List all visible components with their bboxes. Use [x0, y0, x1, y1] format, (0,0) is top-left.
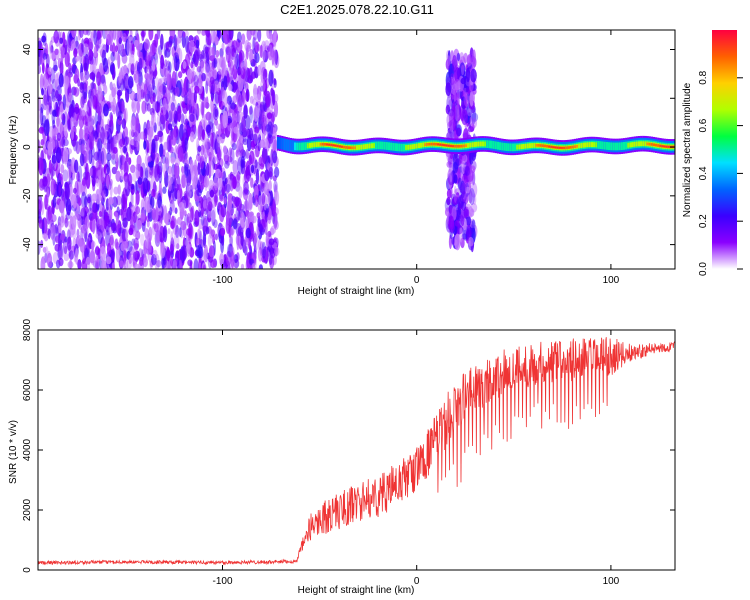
- colorbar-tick-label: 0.2: [698, 214, 709, 228]
- spectrogram-panel: -100 0 100 -40 -20 0 20 40 Height of straight …: [8, 29, 676, 297]
- colorbar-tick-label: 0.8: [698, 70, 709, 84]
- snr-x-axis-label: Height of straight line (km): [298, 585, 415, 596]
- spectrogram-frame: [37, 29, 676, 270]
- y-tick-label: 20: [22, 92, 33, 104]
- broadband-noise-region: [38, 30, 280, 269]
- colorbar-tick-label: 0.6: [698, 118, 709, 132]
- snr-y-axis-label: SNR (10 * v/v): [8, 420, 19, 484]
- snr-plot-area: [38, 337, 675, 566]
- colorbar-tick-label: 0.0: [698, 262, 709, 276]
- colorbar: 0.0 0.2 0.4 0.6 0.8 Normalized spectral ampl…: [682, 30, 743, 276]
- colorbar-label: Normalized spectral amplitude: [682, 82, 693, 217]
- x-tick-label: -100: [212, 576, 232, 587]
- y-tick-label: 8000: [22, 318, 33, 341]
- y-tick-label: 4000: [22, 438, 33, 461]
- snr-y-ticks: 0 2000 4000 6000 8000: [22, 318, 675, 573]
- spectrogram-y-axis-label: Frequency (Hz): [8, 116, 19, 185]
- signal-band-region: [276, 135, 675, 156]
- spectrogram-y-ticks: -40 -20 0 20 40: [22, 44, 675, 252]
- colorbar-tick-label: 0.4: [698, 166, 709, 180]
- spectrogram-x-ticks: -100 0 100: [212, 30, 620, 286]
- x-tick-label: -100: [212, 275, 232, 286]
- x-tick-label: 0: [414, 275, 420, 286]
- y-tick-label: 40: [22, 44, 33, 56]
- y-tick-label: -20: [22, 188, 33, 203]
- y-tick-label: 0: [22, 144, 33, 150]
- figure-title: C2E1.2025.078.22.10.G11: [280, 2, 434, 17]
- y-tick-label: 0: [22, 567, 33, 573]
- y-tick-label: 2000: [22, 498, 33, 521]
- y-tick-label: -40: [22, 237, 33, 252]
- y-tick-label: 6000: [22, 378, 33, 401]
- colorbar-ticks: 0.0 0.2 0.4 0.6 0.8: [698, 70, 743, 276]
- spectrogram-plot-area: [38, 30, 675, 269]
- x-tick-label: 0: [414, 576, 420, 587]
- colorbar-gradient: [712, 30, 737, 269]
- snr-series-line: [38, 337, 675, 566]
- x-tick-label: 100: [603, 576, 620, 587]
- snr-x-ticks: -100 0 100: [212, 330, 620, 587]
- spectrogram-x-axis-label: Height of straight line (km): [298, 286, 415, 297]
- noise-burst-region: [444, 47, 479, 253]
- x-tick-label: 100: [603, 275, 620, 286]
